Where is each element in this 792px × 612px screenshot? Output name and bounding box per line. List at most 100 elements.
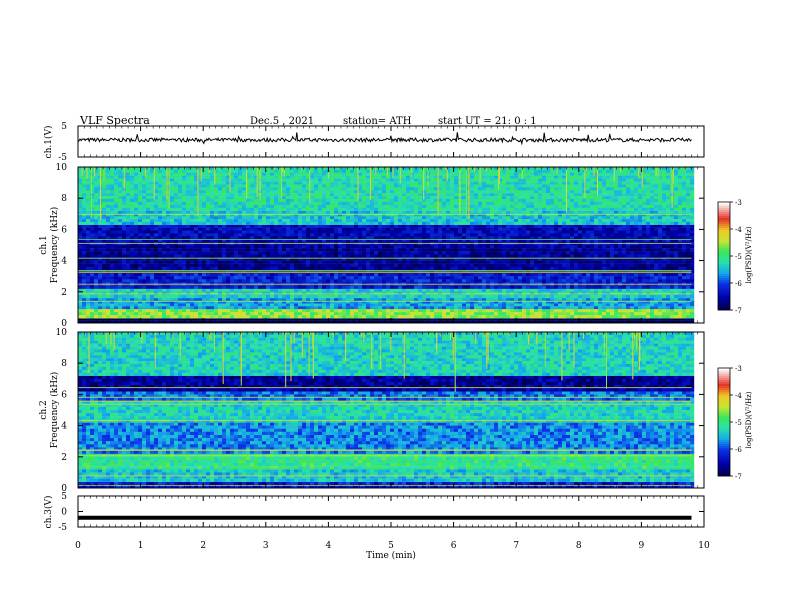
spec-cell [546,285,551,289]
spec-cell [342,224,347,228]
spec-cell [430,239,435,243]
spec-cell [522,270,527,274]
spec-cell [350,320,355,324]
spec-cell [158,294,163,299]
spec-cell [382,266,387,271]
spec-cell [86,273,91,277]
spec-cell [354,254,359,258]
spec-cell [574,320,579,324]
spec-cell [98,285,103,289]
spec-cell [106,294,111,299]
spec-cell [634,254,639,258]
spec-cell [258,312,263,316]
spec-cell [90,230,95,234]
spec-cell [690,270,695,274]
spec-cell [242,315,247,319]
spec-cell [662,260,667,264]
spec-cell [686,306,691,310]
spec-cell [490,230,495,234]
spec-cell [178,312,183,316]
spec-cell [182,263,187,267]
spec-cell [602,227,607,231]
spec-cell [266,294,271,299]
spec-cell [110,294,115,299]
spec-cell [90,294,95,299]
spec-cell [290,224,295,228]
spec-cell [646,285,651,289]
spec-cell [366,306,371,310]
spec-cell [298,236,303,240]
spec-cell [262,279,267,283]
spec-cell [406,224,411,228]
spec-cell [350,298,355,301]
spec-cell [406,291,411,296]
spec-cell [430,279,435,283]
spec-cell [302,254,307,258]
spec-cell [486,224,491,228]
spec-cell [254,227,259,231]
spec-cell [310,273,315,277]
spec-cell [454,298,459,301]
spec-cell [182,260,187,264]
spec-cell [594,230,599,234]
spec-cell [622,315,627,319]
spec-cell [114,298,119,301]
spec-cell [186,248,191,252]
spec-cell [122,285,127,289]
spec-cell [590,303,595,307]
ch1-waveform-trace [77,132,692,146]
spec-cell [658,270,663,274]
spec-cell [406,306,411,310]
spec-cell [570,245,575,249]
spec-cell [622,236,627,240]
spec-cell [518,254,523,258]
spec-cell [314,270,319,274]
spec-cell [414,236,419,240]
spec-cell [154,318,159,321]
spec-cell [238,285,243,289]
spec-cell [390,279,395,283]
spec-cell [262,257,267,261]
spec-cell [650,236,655,240]
spec-cell [170,233,175,237]
spec-cell [462,315,467,319]
spec-cell [562,285,567,289]
spec-cell [266,298,271,301]
spec-cell [330,294,335,299]
spec-cell [254,260,259,264]
spec-cell [210,309,215,313]
spec-cell [138,260,143,264]
spec-cell [290,227,295,231]
spec-cell [358,318,363,321]
spec-cell [238,230,243,234]
spec-cell [606,248,611,252]
spec-cell [670,294,675,299]
spec-cell [154,298,159,301]
spec-cell [150,224,155,228]
spec-cell [78,230,83,234]
spec-cell [342,276,347,280]
spec-cell [150,245,155,249]
spec-cell [470,318,475,321]
spec-cell [502,300,507,304]
spec-cell [242,288,247,292]
spec-cell [502,266,507,271]
spec-cell [546,266,551,271]
spec-cell [578,233,583,237]
spec-cell [502,298,507,301]
spec-cell [210,300,215,304]
spec-cell [630,318,635,321]
spec-cell [606,303,611,307]
spec-cell [682,303,687,307]
spec-cell [574,288,579,292]
spec-cell [530,306,535,310]
spec-cell [666,306,671,310]
spec-cell [582,266,587,271]
spec-cell [110,285,115,289]
spec-cell [614,312,619,316]
spec-cell [670,254,675,258]
spec-cell [226,248,231,252]
spec-cell [106,309,111,313]
spec-cell [618,279,623,283]
spec-cell [578,318,583,321]
